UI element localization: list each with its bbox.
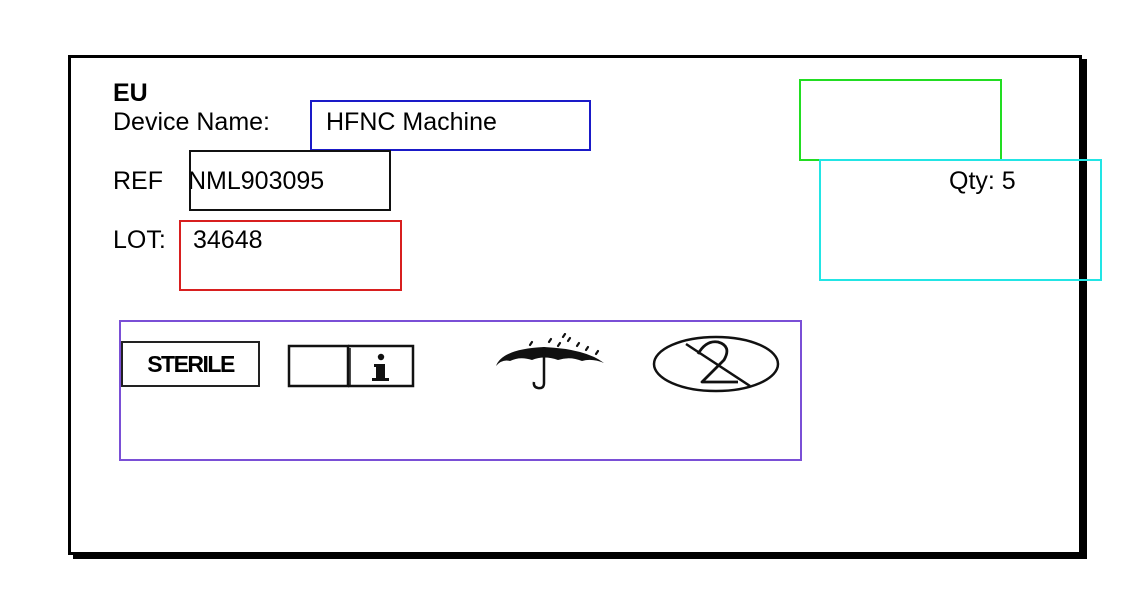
symbols-highlight (119, 320, 802, 461)
consult-instructions-icon (287, 344, 415, 388)
qty-highlight (819, 159, 1102, 281)
ref-label: REF (113, 167, 163, 195)
keep-dry-icon (496, 333, 604, 390)
qty-label: Qty: 5 (949, 167, 1016, 195)
sterile-text: STERILE (147, 350, 235, 377)
device-name-value: HFNC Machine (326, 108, 497, 136)
label-card (68, 55, 1082, 555)
lot-value: 34648 (193, 226, 263, 254)
ref-highlight (189, 150, 391, 211)
ref-value: NML903095 (188, 167, 325, 195)
device-name-highlight (310, 100, 591, 151)
device-name-label: Device Name: (113, 108, 270, 136)
top-right-highlight (799, 79, 1002, 161)
do-not-reuse-icon (652, 335, 780, 393)
sterile-icon: STERILE (121, 341, 260, 387)
lot-highlight (179, 220, 402, 291)
lot-label: LOT: (113, 226, 166, 254)
region-label: EU (113, 79, 148, 107)
